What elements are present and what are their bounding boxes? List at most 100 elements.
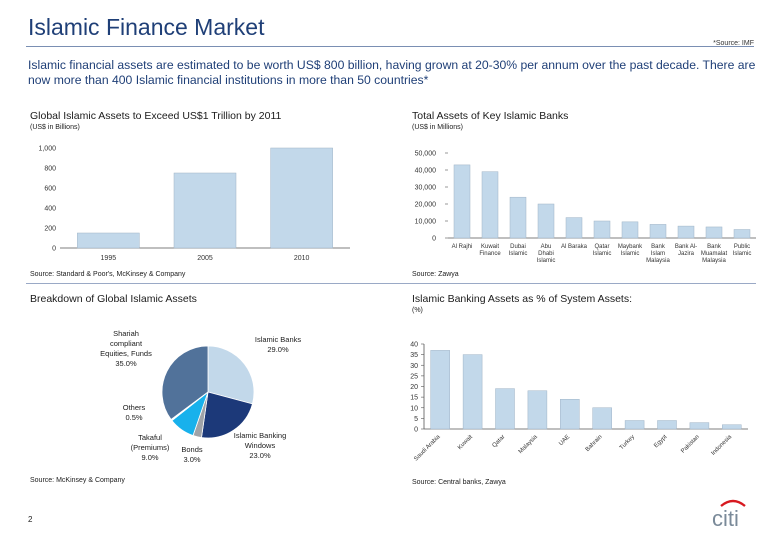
banks-y-tick: 20,000 (415, 202, 437, 209)
banks-x-label: Kuwait Finance (479, 244, 501, 257)
assets-y-tick: 400 (44, 206, 56, 213)
banks-x-label: Bank Muamalat Malaysia (701, 244, 728, 264)
system-x-label: Indonesia (711, 434, 734, 457)
banks-y-tick: 0 (432, 236, 436, 243)
system-chart-source: Source: Central banks, Zawya (412, 479, 506, 486)
assets-x-label: 2005 (197, 255, 213, 262)
banks-x-label: Maybank Islamic (618, 244, 643, 257)
breakdown-chart-title: Breakdown of Global Islamic Assets (30, 293, 197, 305)
system-bar (657, 420, 677, 430)
banks-bar (649, 224, 667, 239)
assets-chart-subtitle: (US$ in Billions) (30, 124, 80, 131)
assets-y-tick: 200 (44, 226, 56, 233)
system-bar (722, 424, 742, 430)
citi-logo: citi (712, 499, 746, 529)
banks-y-tick: 40,000 (415, 168, 437, 175)
system-x-label: Qatar (492, 434, 507, 449)
pie-label-bonds: Bonds 3.0% (181, 445, 203, 464)
system-bar (592, 407, 612, 430)
system-bar (495, 388, 515, 430)
global-assets-bar-chart: 0 200 400 600 800 1,000 1995 2005 2010 (38, 146, 350, 262)
system-y-tick: 40 (410, 342, 418, 349)
banks-bar (677, 225, 695, 239)
system-bar (624, 420, 645, 430)
banks-chart-subtitle: (US$ in Millions) (412, 124, 463, 131)
banks-bar (733, 229, 751, 239)
system-y-tick: 30 (410, 363, 418, 370)
banks-y-tick: 50,000 (415, 151, 437, 158)
system-bar (527, 390, 548, 430)
system-x-label: Pakistan (680, 434, 701, 455)
system-assets-bar-chart: 0 5 10 15 20 25 30 35 40 Saudi Arabia Kuwait Qatar M… (410, 342, 748, 463)
system-chart-title: Islamic Banking Assets as % of System As… (412, 293, 633, 305)
system-bar (560, 399, 580, 430)
system-x-label: UAE (558, 434, 571, 447)
assets-bar (77, 232, 140, 249)
intro-paragraph: Islamic financial assets are estimated t… (28, 58, 756, 87)
system-y-tick: 10 (410, 405, 418, 412)
banks-x-label: Public Islamic (733, 244, 752, 257)
banks-x-label: Al Rajhi (452, 244, 473, 250)
system-bar (689, 422, 710, 430)
assets-bar (270, 147, 333, 249)
banks-x-label: Qatar Islamic (593, 244, 612, 257)
pie-label-others: Others 0.5% (123, 403, 146, 422)
system-y-tick: 0 (414, 427, 418, 434)
banks-y-tick: 10,000 (415, 219, 437, 226)
system-x-label: Bahrain (585, 434, 604, 453)
system-chart-subtitle: (%) (412, 307, 423, 314)
assets-y-tick: 0 (52, 246, 56, 253)
assets-x-label: 1995 (101, 255, 117, 262)
breakdown-chart-source: Source: McKinsey & Company (30, 477, 125, 484)
pie-label-takaful: Takaful (Premiums) 9.0% (131, 433, 170, 462)
assets-chart-title: Global Islamic Assets to Exceed US$1 Tri… (30, 110, 282, 122)
pie-label-equities-funds: Shariah compliant Equities, Funds 35.0% (100, 329, 152, 368)
banks-chart-source: Source: Zawya (412, 271, 459, 278)
assets-y-tick: 800 (44, 166, 56, 173)
banks-y-tick: 30,000 (415, 185, 437, 192)
banks-bar (481, 171, 499, 239)
banks-bar (537, 203, 555, 239)
banks-x-label: Bank Islam Malaysia (646, 244, 670, 264)
assets-chart-source: Source: Standard & Poor's, McKinsey & Co… (30, 271, 186, 278)
pie-label-banking-windows: Islamic Banking Windows 23.0% (234, 431, 287, 460)
pie-slice-equities-funds (161, 345, 209, 421)
system-y-tick: 35 (410, 352, 418, 359)
banks-bar (593, 220, 611, 239)
system-bar (430, 350, 450, 430)
pie-slice-banking-windows (201, 391, 253, 439)
system-x-label: Saudi Arabia (413, 434, 442, 463)
citi-arc (720, 499, 746, 507)
banks-bar (621, 221, 639, 239)
citi-wordmark: citi (712, 506, 739, 529)
banks-x-label: Abu Dhabi Islamic (537, 244, 556, 264)
banks-x-label: Bank Al-Jazira (675, 244, 697, 257)
assets-y-tick: 1,000 (38, 146, 56, 153)
page-number: 2 (28, 515, 33, 524)
key-banks-bar-chart: 0 10,000 20,000 30,000 40,000 50,000 Al Rajhi K… (415, 151, 756, 264)
system-y-tick: 5 (414, 416, 418, 423)
banks-chart-title: Total Assets of Key Islamic Banks (412, 110, 569, 122)
section-divider (26, 283, 756, 284)
page-title: Islamic Finance Market (28, 14, 265, 40)
assets-x-label: 2010 (294, 255, 310, 262)
system-x-label: Malaysia (518, 434, 539, 455)
header-rule (26, 46, 754, 47)
banks-x-label: Al Baraka (561, 244, 588, 250)
system-y-tick: 20 (410, 384, 418, 391)
system-x-label: Kuwait (457, 434, 474, 451)
system-x-label: Egypt (653, 434, 668, 449)
system-bar (462, 354, 483, 430)
system-x-label: Turkey (619, 434, 636, 451)
header-source-note: *Source: IMF (713, 40, 754, 47)
pie-slice-islamic-banks (207, 345, 255, 405)
breakdown-pie-chart: Islamic Banks 29.0% Islamic Banking Windows… (100, 329, 302, 464)
banks-bar (565, 217, 583, 239)
banks-x-label: Dubai Islamic (509, 244, 528, 257)
pie-label-islamic-banks: Islamic Banks 29.0% (255, 335, 302, 354)
banks-bar (509, 196, 527, 239)
assets-y-tick: 600 (44, 186, 56, 193)
assets-bar (173, 172, 237, 249)
system-y-tick: 15 (410, 395, 418, 402)
banks-bar (705, 226, 723, 239)
